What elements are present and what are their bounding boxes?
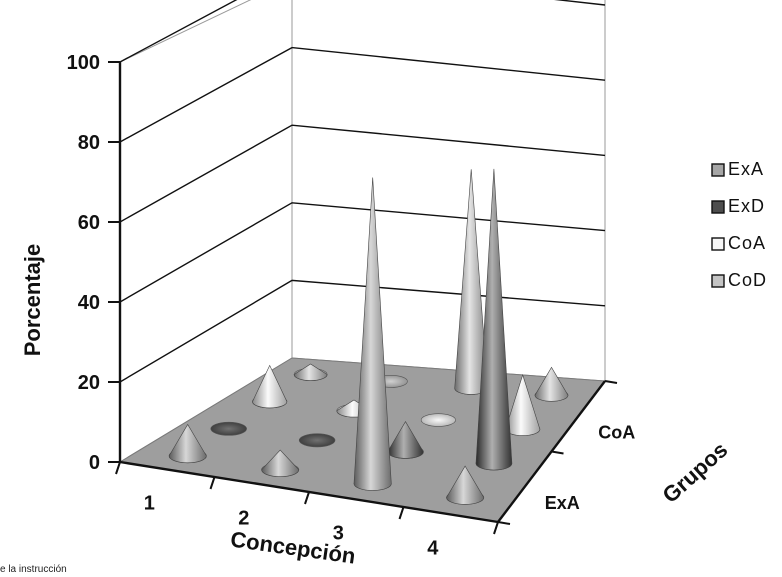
cone-ExD-1 (210, 421, 247, 436)
x-tick-mark (493, 521, 499, 535)
legend-label: CoA (728, 233, 766, 253)
legend-item-ExA: ExA (711, 159, 764, 179)
depth-axis-title: Grupos (658, 437, 733, 508)
chart-cones (168, 168, 569, 505)
cone-CoD-4 (534, 366, 569, 402)
gridline (119, 0, 606, 63)
cone-CoA-3 (420, 413, 456, 427)
cone-ExA-4 (446, 465, 485, 505)
cone-ExA-3 (353, 177, 392, 491)
depth-tick-label: CoA (598, 422, 635, 442)
cone-ExD-2 (298, 433, 336, 448)
cone-CoA-1 (252, 364, 288, 409)
y-tick-label: 60 (78, 212, 100, 234)
legend-item-CoA: CoA (711, 233, 766, 253)
x-tick-mark (398, 506, 405, 520)
caption-fragment: e la instrucción (0, 564, 67, 575)
y-axis-title: Porcentaje (20, 244, 45, 357)
y-tick-label: 100 (67, 52, 100, 74)
depth-tick-mark (551, 450, 564, 455)
x-tick-mark (115, 461, 121, 475)
gridline (119, 46, 606, 143)
y-tick-label: 0 (89, 452, 100, 474)
x-tick-mark (304, 491, 310, 505)
legend-swatch (711, 200, 725, 214)
x-tick-label: 3 (333, 523, 344, 545)
cone-ExA-1 (168, 423, 207, 464)
cone-CoA-4 (505, 373, 541, 436)
legend-label: CoD (728, 270, 767, 290)
legend-item-ExD: ExD (711, 196, 765, 216)
y-tick-label: 20 (78, 372, 100, 394)
legend: ExA ExD CoA CoD (711, 159, 767, 290)
x-tick-label: 2 (238, 508, 249, 530)
x-tick-label: 1 (144, 493, 155, 515)
x-tick-label: 4 (427, 538, 439, 560)
gridline (119, 202, 606, 303)
legend-item-CoD: CoD (711, 270, 767, 290)
chart-axes (108, 61, 618, 535)
gridline (119, 124, 606, 223)
cone-ExA-2 (261, 449, 300, 477)
y-tick-label: 80 (78, 132, 100, 154)
back-wall (291, 0, 606, 382)
legend-label: ExA (728, 159, 764, 179)
cone-ExD-4 (475, 168, 513, 471)
depth-tick-mark (497, 521, 511, 525)
cone-ExD-3 (387, 421, 424, 459)
legend-swatch (711, 163, 725, 177)
y-tick-label: 40 (78, 292, 100, 314)
legend-label: ExD (728, 196, 765, 216)
cone-CoD-1 (293, 363, 328, 381)
legend-swatch (711, 237, 725, 251)
depth-tick-mark (604, 380, 618, 384)
legend-swatch (711, 274, 725, 288)
x-tick-mark (209, 476, 216, 490)
depth-tick-label: ExA (545, 493, 580, 513)
